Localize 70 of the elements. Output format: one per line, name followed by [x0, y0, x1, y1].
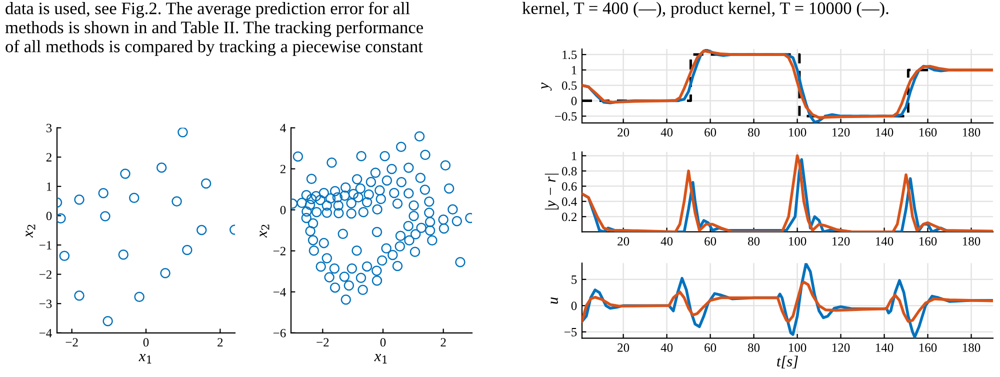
y-tick-label: 1: [46, 182, 52, 191]
y-tick-label: 0.2: [562, 212, 576, 222]
y-tick-label: 1.5: [562, 50, 577, 60]
x-tick-label: 80: [748, 128, 760, 137]
y-tick-label: 2: [46, 153, 52, 162]
y-tick-label: 4: [280, 124, 286, 132]
y-tick-label: 1: [572, 66, 576, 74]
x-tick-label: 60: [704, 237, 716, 246]
y-tick-label: 0: [571, 302, 577, 310]
x-tick-label: 140: [876, 343, 894, 352]
x-tick-label: 40: [660, 128, 673, 137]
y-tick-label: 3: [46, 124, 52, 132]
x-tick-label: −2: [66, 338, 78, 346]
x-axis-title: x$_{1}$: [374, 354, 387, 364]
y-tick-label: 0.4: [562, 197, 577, 206]
x-tick-label: 180: [962, 237, 980, 246]
x-tick-label: 180: [962, 128, 980, 137]
y-tick-label: −5: [564, 328, 577, 336]
text: data is used, see Fig.2. The average prediction error for all methods is shown in and Table II. The tracking performance of all methods is compared by tracking a piecewise constant: [5, 2, 423, 56]
x-tick-label: 140: [876, 128, 894, 137]
x-tick-label: 40: [660, 237, 673, 246]
y-tick-label: −4: [39, 329, 52, 338]
x-tick-label: 20: [618, 128, 630, 137]
y-tick-label: 2: [280, 164, 286, 174]
y-axis-title: x$_{2}$: [260, 224, 270, 238]
y-tick-label: 0: [46, 212, 52, 220]
x-tick-label: 100: [789, 237, 806, 246]
y-tick-label: 0: [571, 96, 577, 106]
x-tick-label: 120: [832, 237, 850, 246]
x-tick-label: 20: [618, 237, 630, 246]
x-tick-label: 2: [218, 338, 223, 346]
y-axis-title: x$_{2}$: [26, 224, 36, 238]
y-tick-label: 5: [572, 276, 577, 284]
x-tick-label: −2: [316, 338, 329, 346]
x-tick-label: 20: [618, 343, 630, 352]
x-tick-label: 40: [660, 343, 673, 352]
x-tick-label: 160: [919, 237, 937, 246]
x-tick-label: 2: [440, 338, 446, 346]
y-tick-label: 0: [280, 206, 286, 214]
text: kernel, T = 400 (—), product kernel, T = 10000 (—).: [522, 2, 888, 18]
y-tick-label: 0.6: [562, 182, 577, 191]
x-tick-label: 60: [704, 128, 716, 137]
x-tick-label: 80: [748, 237, 760, 246]
x-axis-title: t[s]: [777, 356, 798, 368]
y-axis-title: |y − r|: [544, 174, 559, 210]
x-tick-label: 60: [704, 343, 716, 352]
y-tick-label: −0.5: [555, 112, 577, 121]
y-tick-label: 0.8: [562, 166, 577, 176]
y-axis-title: y: [541, 82, 552, 91]
y-tick-label: −1: [39, 241, 52, 250]
x-axis-title: x$_{1}$: [138, 354, 152, 364]
x-tick-label: 100: [789, 343, 806, 352]
x-tick-label: 180: [962, 343, 980, 352]
y-tick-label: −2: [39, 270, 52, 279]
x-tick-label: 0: [380, 338, 386, 347]
x-tick-label: 0: [143, 338, 149, 347]
x-tick-label: 140: [876, 237, 894, 246]
y-tick-label: −4: [273, 288, 286, 296]
x-tick-label: 160: [919, 128, 937, 137]
x-tick-label: 120: [832, 128, 850, 137]
y-tick-label: −2: [273, 246, 286, 256]
y-tick-label: −6: [273, 328, 286, 338]
y-tick-label: 0.5: [562, 81, 577, 90]
y-tick-label: −3: [39, 300, 52, 308]
y-axis-title: u: [550, 297, 558, 304]
x-tick-label: 160: [919, 343, 937, 352]
y-tick-label: 1: [572, 152, 576, 160]
x-tick-label: 100: [789, 128, 806, 137]
x-tick-label: 80: [748, 343, 760, 352]
x-tick-label: 120: [832, 343, 850, 352]
